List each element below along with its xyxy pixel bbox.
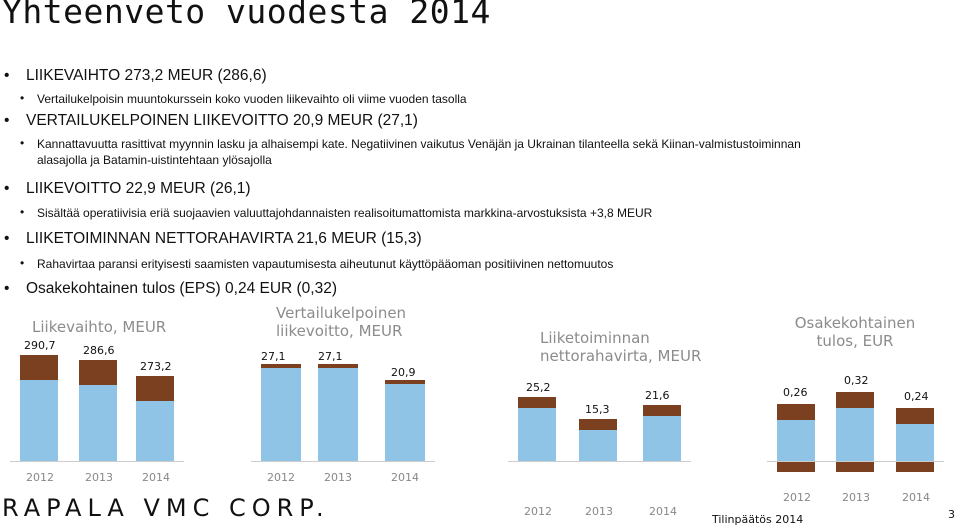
bullet-dot-icon: • (20, 256, 25, 270)
chart-title: Vertailukelpoinen liikevoitto, MEUR (276, 304, 426, 340)
bullet-text: Sisältää operatiivisia eriä suojaavien v… (37, 206, 653, 220)
bar-value-label: 0,24 (904, 390, 929, 403)
chart-baseline (508, 461, 691, 462)
year-tick-label: 2013 (85, 471, 113, 484)
bar-value-label: 0,26 (783, 386, 808, 399)
bar (836, 408, 874, 461)
year-tick-label: 2012 (524, 505, 552, 518)
chart-title-line: Vertailukelpoinen (276, 304, 407, 322)
bar (643, 416, 681, 461)
year-tick-label: 2012 (26, 471, 54, 484)
bar (79, 385, 117, 461)
bar-cap (385, 380, 425, 384)
chart-baseline (251, 461, 435, 462)
bullet-dot-icon: • (4, 230, 10, 247)
chart-baseline (767, 461, 944, 462)
bullet-text: Vertailukelpoisin muuntokurssein koko vu… (37, 92, 467, 106)
bullet-dot-icon: • (4, 112, 10, 129)
bar-cap (836, 392, 874, 408)
year-tick-label: 2014 (649, 505, 677, 518)
bar-value-label: 21,6 (645, 389, 670, 402)
bar-value-label: 20,9 (391, 366, 416, 379)
bar-cap (20, 355, 58, 380)
bar-value-label: 286,6 (83, 344, 115, 357)
year-tick-label: 2013 (842, 491, 870, 504)
bullet-text: Rahavirtaa paransi erityisesti saamisten… (37, 257, 614, 271)
bullet-text: Osakekohtainen tulos (EPS) 0,24 EUR (0,3… (26, 280, 338, 297)
chart-title-line: Liikevaihto, MEUR (32, 318, 167, 336)
company-logo: RAPALA VMC CORP. (2, 494, 330, 522)
bar-base-segment (836, 462, 874, 472)
bar-base-segment (777, 462, 815, 472)
bar-value-label: 27,1 (261, 350, 286, 363)
bar (518, 408, 556, 461)
bar-value-label: 27,1 (318, 350, 343, 363)
chart-title-line: nettorahavirta, MEUR (540, 347, 702, 365)
bar (579, 430, 617, 461)
year-tick-label: 2013 (585, 505, 613, 518)
chart-title-line: Liiketoiminnan (540, 329, 650, 347)
year-tick-label: 2014 (142, 471, 170, 484)
bar-cap (896, 408, 934, 424)
bullet-dot-icon: • (4, 280, 10, 297)
bar (385, 384, 425, 461)
bullet-dot-icon: • (20, 91, 25, 105)
bar-value-label: 290,7 (24, 339, 56, 352)
bar-cap (579, 419, 617, 430)
chart-title: Osakekohtainen tulos, EUR (775, 314, 935, 350)
page-number: 3 (948, 508, 955, 521)
bar-cap (643, 405, 681, 416)
bar-cap (79, 360, 117, 385)
year-tick-label: 2013 (324, 471, 352, 484)
bar-value-label: 15,3 (585, 403, 610, 416)
bullet-text: LIIKEVAIHTO 273,2 MEUR (286,6) (26, 67, 267, 84)
year-tick-label: 2012 (783, 491, 811, 504)
bar-cap (136, 376, 174, 401)
bullet-dot-icon: • (4, 67, 10, 84)
bar (261, 368, 301, 461)
bar-base-segment (896, 462, 934, 472)
page-title: Yhteenveto vuodesta 2014 (2, 0, 491, 31)
bar (20, 380, 58, 461)
bar-value-label: 273,2 (140, 360, 172, 373)
bar-cap (261, 364, 301, 368)
bullet-text: LIIKETOIMINNAN NETTORAHAVIRTA 21,6 MEUR … (26, 230, 422, 247)
bullet-dot-icon: • (20, 136, 25, 150)
year-tick-label: 2012 (267, 471, 295, 484)
bullet-dot-icon: • (20, 205, 25, 219)
bar (318, 368, 358, 461)
chart-title-line: liikevoitto, MEUR (276, 322, 403, 340)
bar (136, 401, 174, 461)
chart-title: Liikevaihto, MEUR (32, 318, 232, 336)
chart-title: Liiketoiminnan nettorahavirta, MEUR (540, 329, 720, 365)
year-tick-label: 2014 (391, 471, 419, 484)
chart-title-line: Osakekohtainen (794, 314, 916, 332)
bullet-text: LIIKEVOITTO 22,9 MEUR (26,1) (26, 180, 251, 197)
bullet-text: VERTAILUKELPOINEN LIIKEVOITTO 20,9 MEUR … (26, 112, 418, 129)
bar-cap (518, 397, 556, 408)
footer-doc-label: Tilinpäätös 2014 (712, 513, 804, 526)
year-tick-label: 2014 (902, 491, 930, 504)
bar-cap (318, 364, 358, 368)
bar-value-label: 25,2 (526, 381, 551, 394)
bar-value-label: 0,32 (844, 374, 869, 387)
bullet-text: alasajolla ja Batamin-uistintehtaan ylös… (37, 153, 272, 167)
chart-title-line: tulos, EUR (816, 332, 894, 350)
bullet-dot-icon: • (4, 180, 10, 197)
bar-cap (777, 404, 815, 420)
bar (777, 420, 815, 461)
chart-baseline (10, 461, 184, 462)
bullet-text: Kannattavuutta rasittivat myynnin lasku … (37, 137, 801, 151)
bar (896, 424, 934, 461)
